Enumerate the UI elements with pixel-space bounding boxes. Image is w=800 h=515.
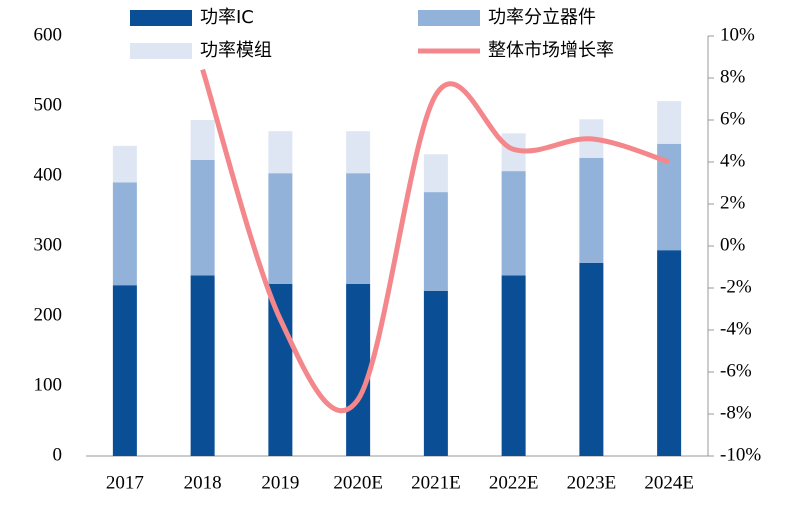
x-tick-label: 2018 [184,472,222,493]
y-tick-label: 500 [34,94,63,115]
y2-tick-label: 4% [720,150,746,171]
line [200,68,670,414]
y-tick-label: 300 [34,234,63,255]
bar [501,171,526,276]
y-tick-label: 200 [34,304,63,325]
y2-tick-label: 6% [720,108,746,129]
legend-swatch [418,10,480,26]
bar [112,145,137,183]
bar [579,262,604,456]
y2-tick-label: 2% [720,192,746,213]
y2-tick-label: -6% [720,360,752,381]
legend-label: 整体市场增长率 [488,40,614,61]
bar [268,173,293,284]
bar [657,250,682,456]
y2-tick-label: 10% [720,24,755,45]
x-tick-label: 2021E [411,472,461,493]
legend-label: 功率分立器件 [488,7,596,28]
y2-tick-label: -4% [720,318,752,339]
bar [501,275,526,456]
legend-swatch [130,10,192,26]
y-tick-label: 400 [34,164,63,185]
bar [423,290,448,456]
bar [112,182,137,286]
y-tick-label: 100 [34,374,63,395]
legend-label: 功率IC [200,7,254,28]
bar [346,131,371,174]
bar [268,131,293,174]
x-tick-label: 2019 [261,472,299,493]
bar [190,275,215,456]
bar [346,173,371,284]
bar [657,101,682,144]
x-tick-label: 2020E [333,472,383,493]
x-tick-label: 2023E [567,472,617,493]
y-tick-label: 600 [34,24,63,45]
y2-tick-label: -2% [720,276,752,297]
x-tick-label: 2024E [644,472,694,493]
y2-tick-label: -10% [720,444,761,465]
bar [423,192,448,291]
y-tick-label: 0 [53,444,63,465]
legend-swatch [130,43,192,59]
bar [579,157,604,263]
y2-tick-label: 0% [720,234,746,255]
x-tick-label: 2022E [489,472,539,493]
y2-tick-label: -8% [720,402,752,423]
bar [346,283,371,456]
bar [112,285,137,456]
x-tick-label: 2017 [106,472,144,493]
legend-label: 功率模组 [200,40,272,61]
bar [190,159,215,276]
bar [190,120,215,160]
bar [268,283,293,456]
bar [423,154,448,193]
y2-tick-label: 8% [720,66,746,87]
